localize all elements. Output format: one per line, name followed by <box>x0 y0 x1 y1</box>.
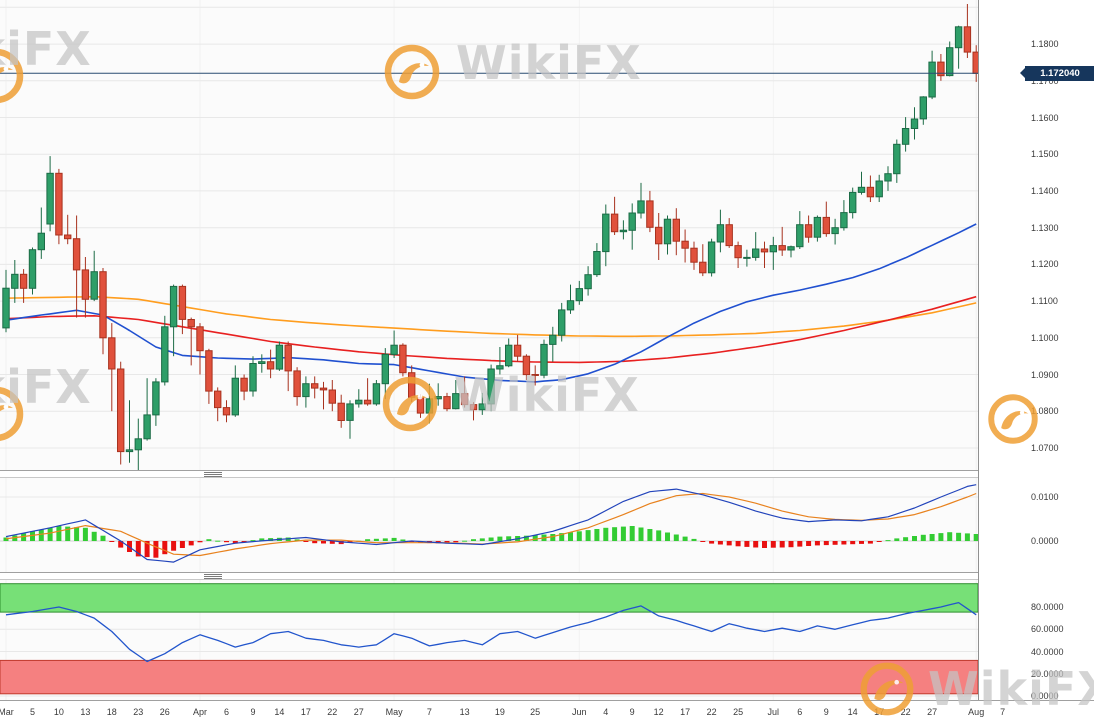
time-axis-label: 22 <box>327 707 338 717</box>
time-axis-label: 10 <box>53 707 64 717</box>
time-axis-label: 17 <box>874 707 885 717</box>
main-price-panel[interactable] <box>0 0 978 470</box>
current-price-tag: 1.172040 <box>1020 65 1094 81</box>
time-axis-label: 13 <box>80 707 91 717</box>
time-axis-label: 17 <box>300 707 311 717</box>
time-axis-label: 6 <box>797 707 803 717</box>
time-axis-label: May <box>385 707 403 717</box>
panel-resize-handle[interactable] <box>204 472 222 477</box>
axis-tick-label: 0.0100 <box>1031 492 1059 502</box>
time-axis-label: 4 <box>603 707 609 717</box>
time-axis-label: Jul <box>767 707 780 717</box>
time-axis-label: 26 <box>159 707 170 717</box>
time-axis-label: 25 <box>733 707 744 717</box>
ma-red-line <box>5 295 977 364</box>
current-price-value: 1.172040 <box>1040 67 1080 79</box>
time-axis-label: 25 <box>530 707 541 717</box>
axis-tick-label: 1.1600 <box>1031 112 1059 123</box>
axis-tick-label: 1.1800 <box>1031 39 1059 50</box>
axis-tick-label: 1.1000 <box>1031 332 1059 343</box>
time-axis-label: 9 <box>629 707 635 717</box>
time-axis-label: 22 <box>900 707 911 717</box>
time-axis-label: 13 <box>459 707 470 717</box>
time-axis-label: 9 <box>823 707 829 717</box>
macd-histogram <box>3 526 978 558</box>
time-axis-label: 19 <box>494 707 505 717</box>
axis-tick-label: 1.0700 <box>1031 443 1059 453</box>
time-axis-label: Jun <box>572 707 587 717</box>
candlestick-chart <box>0 4 978 470</box>
time-axis-label: 22 <box>706 707 717 717</box>
axis-tick-label: 1.1700 <box>1031 75 1059 86</box>
rsi-line <box>5 601 977 663</box>
axis-tick-label: 1.0800 <box>1031 406 1059 417</box>
ma-blue-line <box>5 223 977 383</box>
time-axis-label: 12 <box>653 707 664 717</box>
macd-main-line <box>5 484 977 563</box>
time-axis-label: 7 <box>426 707 432 717</box>
axis-tick-label: 1.1100 <box>1031 296 1058 307</box>
time-axis-label: 14 <box>847 707 858 717</box>
time-axis-label: 9 <box>250 707 256 717</box>
axis-tick-label: 0.0000 <box>1031 536 1059 546</box>
price-axis[interactable]: 1.172040 1.1800 1.1700 1.1600 1.1500 1.1400 1… <box>978 0 1094 701</box>
axis-tick-label: 1.1500 <box>1031 149 1059 160</box>
time-axis-label: Apr <box>192 707 208 717</box>
time-axis-label: 17 <box>680 707 691 717</box>
oversold-zone <box>0 659 978 695</box>
time-axis-label: Aug <box>968 707 985 717</box>
time-axis-label: 5 <box>29 707 36 717</box>
axis-tick-label: 40.0000 <box>1031 646 1064 657</box>
axis-tick-label: 1.1300 <box>1031 222 1059 233</box>
time-axis-label: Mar <box>0 707 14 717</box>
time-axis-label: 27 <box>353 707 364 717</box>
time-axis-label: 27 <box>927 707 938 717</box>
time-axis-label: 23 <box>133 707 144 717</box>
time-axis-label: 6 <box>223 707 230 717</box>
ma-orange-line <box>5 295 977 338</box>
panel-separator <box>0 572 1094 580</box>
rsi-chart <box>0 580 978 700</box>
axis-tick-label: 1.0900 <box>1031 369 1059 380</box>
macd-panel[interactable] <box>0 478 978 572</box>
axis-tick-label: 80.0000 <box>1031 602 1064 612</box>
rsi-panel[interactable] <box>0 580 978 700</box>
panel-resize-handle[interactable] <box>204 574 222 579</box>
macd-signal-line <box>5 492 977 557</box>
overbought-zone <box>0 583 978 613</box>
axis-tick-label: 1.1400 <box>1031 185 1059 196</box>
time-axis-label: 7 <box>1000 707 1006 717</box>
axis-tick-label: 20.0000 <box>1031 668 1064 679</box>
axis-tick-label: 60.0000 <box>1031 624 1064 635</box>
axis-tick-label: 0.0000 <box>1031 691 1059 701</box>
time-axis-label: 18 <box>106 707 117 717</box>
axis-tick-label: 1.1200 <box>1031 259 1059 270</box>
candles-layer <box>2 4 978 470</box>
time-axis[interactable]: Mar 5 10 13 18 23 26 Apr 6 9 14 17 22 27 May 7 13 19 25 Jun… <box>0 700 1094 728</box>
macd-chart <box>0 478 978 572</box>
panel-separator <box>0 470 1094 478</box>
time-axis-label: 14 <box>274 707 285 717</box>
